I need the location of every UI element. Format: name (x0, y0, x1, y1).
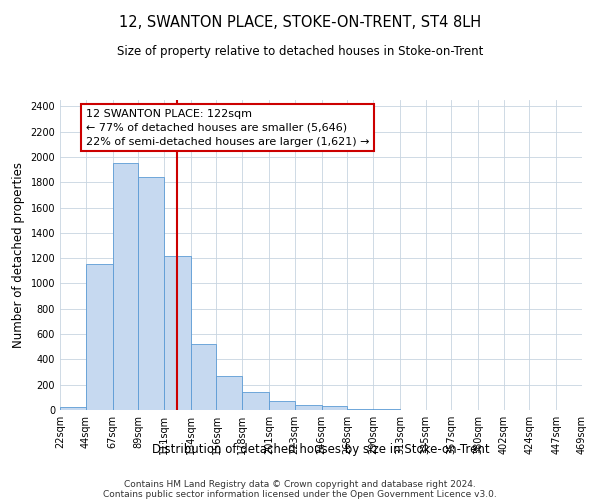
Text: 12 SWANTON PLACE: 122sqm
← 77% of detached houses are smaller (5,646)
22% of sem: 12 SWANTON PLACE: 122sqm ← 77% of detach… (86, 109, 369, 147)
Bar (86, 264, 113, 410)
Bar (322, 406, 347, 410)
Bar (60, 407, 86, 410)
Bar (113, 164, 138, 410)
Y-axis label: Number of detached properties: Number of detached properties (12, 162, 25, 348)
Text: Distribution of detached houses by size in Stoke-on-Trent: Distribution of detached houses by size … (152, 442, 490, 456)
Bar (191, 344, 217, 410)
Bar (269, 400, 295, 410)
Bar (138, 177, 164, 410)
Bar (295, 405, 322, 410)
Bar (242, 392, 269, 410)
Text: Size of property relative to detached houses in Stoke-on-Trent: Size of property relative to detached ho… (117, 45, 483, 58)
Bar (347, 409, 373, 410)
Text: 12, SWANTON PLACE, STOKE-ON-TRENT, ST4 8LH: 12, SWANTON PLACE, STOKE-ON-TRENT, ST4 8… (119, 15, 481, 30)
Bar (217, 376, 242, 410)
Bar (164, 256, 191, 410)
Text: Contains public sector information licensed under the Open Government Licence v3: Contains public sector information licen… (103, 490, 497, 499)
Text: Contains HM Land Registry data © Crown copyright and database right 2024.: Contains HM Land Registry data © Crown c… (124, 480, 476, 489)
